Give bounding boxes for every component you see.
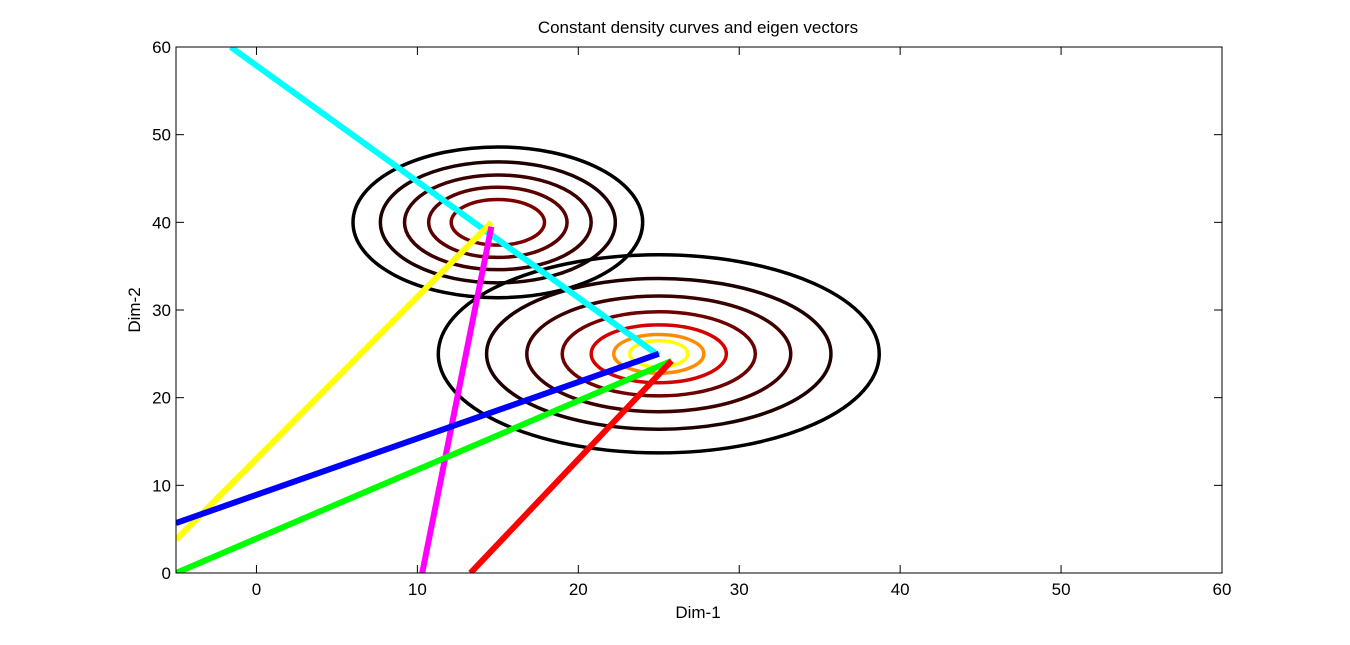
x-tick-label: 60 — [1213, 580, 1232, 599]
contour-1-level-3 — [402, 173, 593, 272]
y-tick-label: 10 — [152, 476, 171, 495]
eigen-vector-line-6 — [468, 358, 674, 573]
x-tick-label: 20 — [569, 580, 588, 599]
eigen-vector-line-3 — [419, 226, 495, 573]
contour-2-level-3 — [525, 294, 793, 414]
eigen-vectors — [176, 47, 674, 573]
y-tick-label: 60 — [152, 38, 171, 57]
contour-1-level-2 — [378, 160, 618, 285]
x-tick-label: 10 — [408, 580, 427, 599]
x-tick-label: 0 — [252, 580, 261, 599]
chart-title: Constant density curves and eigen vector… — [538, 18, 858, 37]
contour-2-level-2 — [484, 276, 833, 431]
x-axis: 0 10 20 30 40 50 60 — [252, 47, 1232, 599]
y-tick-label: 20 — [152, 389, 171, 408]
x-tick-label: 40 — [891, 580, 910, 599]
contour-2-level-5 — [589, 323, 729, 385]
y-axis: 0 10 20 30 40 50 60 — [152, 38, 1222, 583]
density-contours — [351, 145, 881, 455]
contour-1-level-4 — [426, 185, 569, 260]
y-tick-label: 40 — [152, 213, 171, 232]
plot-area — [176, 47, 1222, 573]
eigen-vector-line-1 — [228, 47, 661, 359]
contour-1-level-5 — [449, 197, 547, 247]
contour-1-level-1 — [351, 145, 645, 300]
x-tick-label: 30 — [730, 580, 749, 599]
x-axis-label: Dim-1 — [675, 603, 720, 622]
y-axis-label: Dim-2 — [125, 287, 144, 332]
y-tick-label: 0 — [162, 564, 171, 583]
eigen-vector-line-2 — [176, 220, 494, 542]
contour-2-level-4 — [560, 310, 758, 398]
contour-2-level-1 — [436, 253, 881, 455]
x-tick-label: 50 — [1052, 580, 1071, 599]
y-tick-label: 50 — [152, 126, 171, 145]
y-tick-label: 30 — [152, 301, 171, 320]
eigen-vector-line-4 — [176, 351, 660, 526]
eigen-vector-line-5 — [176, 358, 673, 573]
